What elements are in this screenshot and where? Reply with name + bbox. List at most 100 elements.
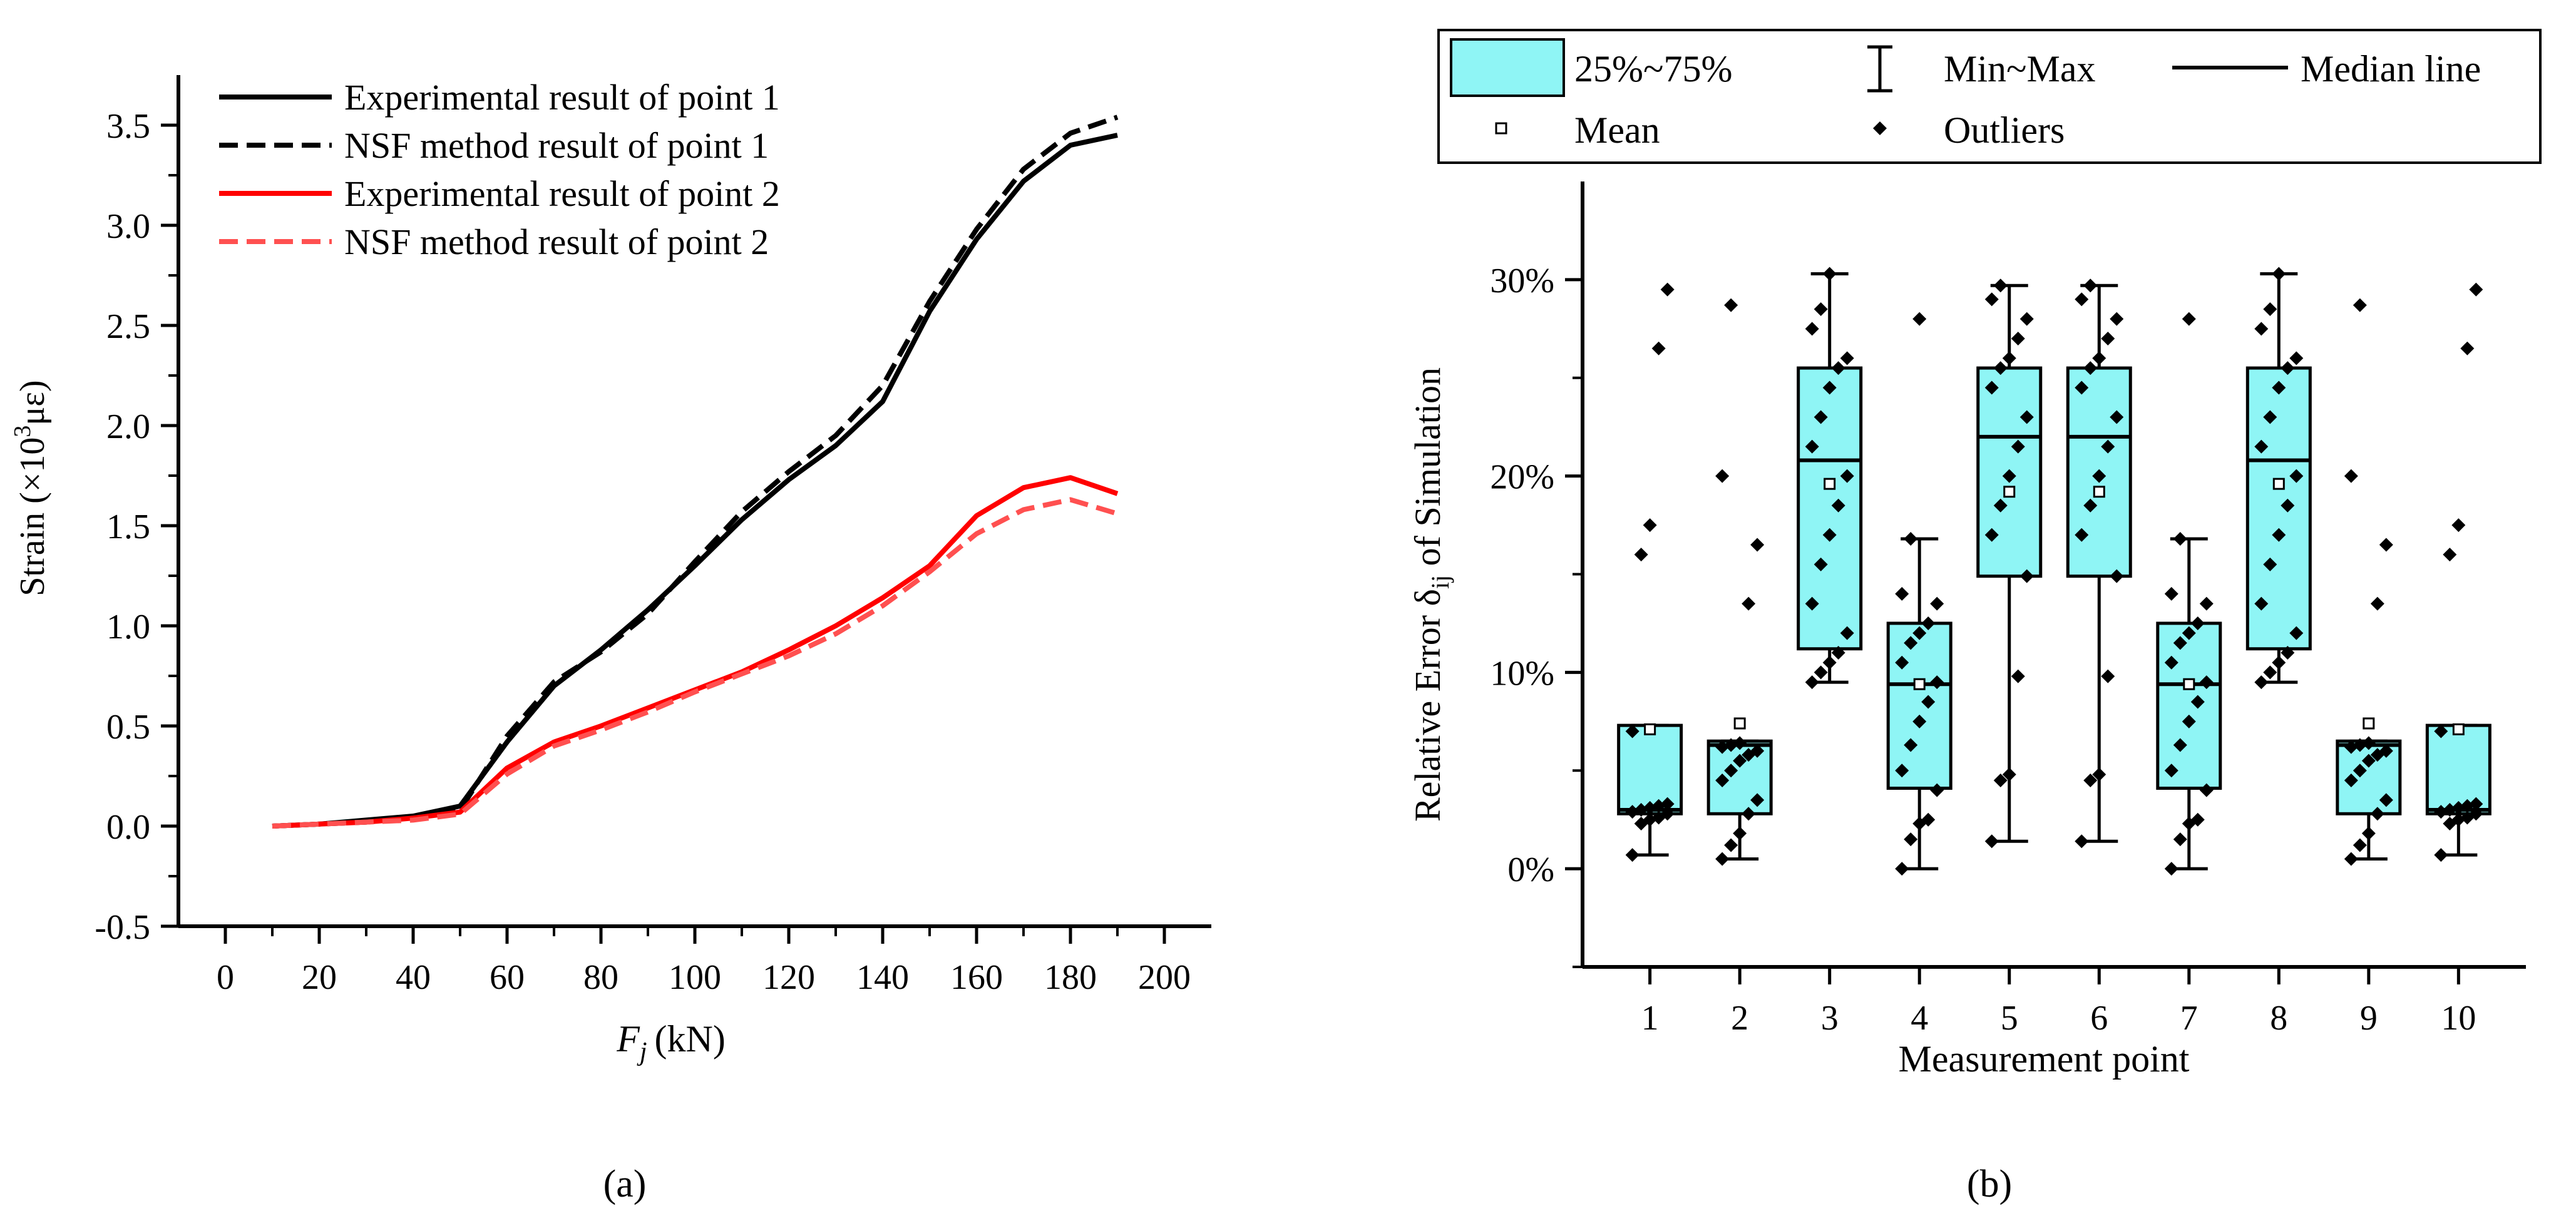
box-iqr: [2425, 723, 2491, 815]
data-point: [2263, 410, 2277, 424]
data-point: [1724, 838, 1738, 852]
legend-label-median: Median line: [2301, 48, 2481, 89]
x-tick-label: 8: [2270, 999, 2287, 1038]
data-point: [2370, 807, 2384, 821]
data-point: [1715, 773, 1730, 787]
data-point: [2469, 807, 2483, 821]
y-tick-label: 3.0: [106, 207, 150, 246]
data-point: [2173, 832, 2187, 847]
data-point: [1634, 548, 1648, 562]
x-tick-label: 3: [1821, 999, 1839, 1038]
data-point: [2361, 826, 2376, 840]
data-point: [2344, 852, 2358, 866]
mean-marker: [2363, 717, 2375, 730]
data-point: [2353, 764, 2367, 778]
data-point: [2254, 439, 2269, 454]
data-point: [2469, 282, 2483, 297]
y-tick-label: 10%: [1490, 654, 1554, 693]
data-point: [1993, 278, 2008, 293]
x-tick-label: 160: [950, 958, 1003, 997]
data-point: [1840, 351, 1854, 365]
legend-outlier-marker: [1873, 121, 1887, 135]
y-tick-label: 0.5: [106, 708, 150, 747]
data-point: [2075, 528, 2089, 542]
data-point: [1930, 783, 1944, 797]
mean-marker: [2093, 486, 2105, 498]
data-point: [2002, 351, 2016, 365]
data-point: [1831, 361, 1845, 375]
data-point: [2083, 278, 2098, 293]
data-point: [2092, 351, 2106, 365]
data-point: [2110, 569, 2124, 583]
data-point: [1930, 596, 1944, 611]
data-point: [2460, 341, 2475, 355]
y-tick-label: 1.5: [106, 508, 150, 546]
data-point: [2101, 439, 2115, 454]
y-tick-label: 2.0: [106, 407, 150, 446]
series-line: [272, 497, 1119, 829]
data-point: [1814, 557, 1828, 571]
data-point: [1822, 381, 1837, 395]
data-point: [2164, 655, 2178, 670]
data-point: [2370, 596, 2384, 611]
data-point: [2092, 767, 2106, 782]
data-point: [2353, 298, 2367, 312]
data-point: [1750, 793, 1765, 807]
data-point: [2075, 834, 2089, 849]
data-point: [1822, 267, 1837, 281]
data-point: [2379, 743, 2393, 758]
data-point: [2272, 655, 2286, 670]
data-point: [1912, 714, 1927, 728]
data-point: [2344, 469, 2358, 483]
panel-a-label: (a): [603, 1163, 647, 1205]
data-point: [2272, 381, 2286, 395]
data-point: [2379, 538, 2393, 552]
data-point: [1831, 498, 1845, 513]
mean-marker: [2003, 486, 2016, 498]
x-tick-label: 6: [2090, 999, 2108, 1038]
data-point: [1904, 636, 1918, 650]
mean-marker: [1733, 717, 1746, 730]
series-line: [272, 475, 1119, 829]
data-point: [1805, 322, 1819, 336]
x-tick-label: 1: [1641, 999, 1659, 1038]
data-point: [1822, 655, 1837, 670]
x-tick-label: 10: [2441, 999, 2476, 1038]
legend-label-whisker: Min~Max: [1944, 48, 2095, 89]
legend-frame: [1437, 29, 2542, 164]
data-point: [2019, 410, 2034, 424]
data-point: [2182, 312, 2196, 326]
box-iqr: [1886, 621, 1953, 790]
panel-b-y-axis-label: Relative Error δij of Simulation: [1407, 367, 1454, 822]
data-point: [1643, 518, 1657, 533]
data-point: [2092, 469, 2106, 483]
x-tick-label: 5: [2001, 999, 2018, 1038]
data-point: [2281, 646, 2295, 660]
data-point: [2289, 469, 2304, 483]
legend-label-mean: Mean: [1574, 110, 1660, 151]
data-point: [1895, 586, 1909, 601]
data-point: [1733, 736, 1747, 750]
x-tick-label: 60: [490, 958, 525, 997]
data-point: [1733, 826, 1747, 840]
data-point: [1660, 797, 1675, 811]
data-point: [2263, 665, 2277, 680]
data-point: [2173, 636, 2187, 650]
data-point: [2281, 498, 2295, 513]
data-point: [2451, 518, 2466, 533]
data-point: [1993, 773, 2008, 787]
data-point: [1921, 616, 1936, 630]
data-point: [2190, 616, 2205, 630]
y-tick-label: 20%: [1490, 458, 1554, 497]
x-tick-label: 40: [396, 958, 431, 997]
data-point: [1625, 724, 1640, 738]
legend-label: NSF method result of point 2: [344, 222, 769, 262]
x-tick-label: 140: [856, 958, 909, 997]
data-point: [1930, 675, 1944, 690]
data-point: [2083, 361, 2098, 375]
y-tick-label: 1.0: [106, 608, 150, 646]
data-point: [2190, 695, 2205, 709]
data-point: [2083, 498, 2098, 513]
data-point: [1651, 341, 1666, 355]
